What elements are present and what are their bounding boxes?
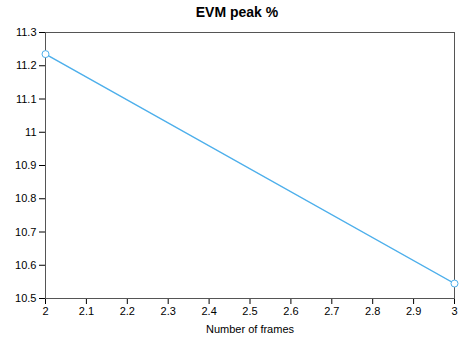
- svg-text:10.9: 10.9: [15, 159, 36, 171]
- svg-text:11: 11: [25, 126, 36, 138]
- svg-text:2.5: 2.5: [242, 305, 257, 317]
- svg-text:2.9: 2.9: [406, 305, 421, 317]
- svg-text:2.3: 2.3: [161, 305, 176, 317]
- svg-text:2.2: 2.2: [120, 305, 135, 317]
- svg-text:10.8: 10.8: [15, 192, 36, 204]
- html-text:EVM peak %: EVM peak %: [195, 4, 279, 20]
- svg-text:2: 2: [42, 305, 48, 317]
- svg-text:2.1: 2.1: [79, 305, 94, 317]
- svg-text:10.5: 10.5: [15, 292, 36, 304]
- svg-text:Number of frames: Number of frames: [206, 323, 295, 335]
- svg-text:2.8: 2.8: [365, 305, 380, 317]
- svg-text:10.7: 10.7: [15, 226, 36, 238]
- svg-text:2.7: 2.7: [324, 305, 339, 317]
- svg-text:11.2: 11.2: [16, 59, 37, 71]
- svg-text:10.6: 10.6: [15, 259, 36, 271]
- svg-text:3: 3: [451, 305, 457, 317]
- svg-text:2.4: 2.4: [201, 305, 216, 317]
- svg-text:11.1: 11.1: [16, 93, 37, 105]
- svg-text:11.3: 11.3: [16, 26, 37, 38]
- svg-text:2.6: 2.6: [283, 305, 298, 317]
